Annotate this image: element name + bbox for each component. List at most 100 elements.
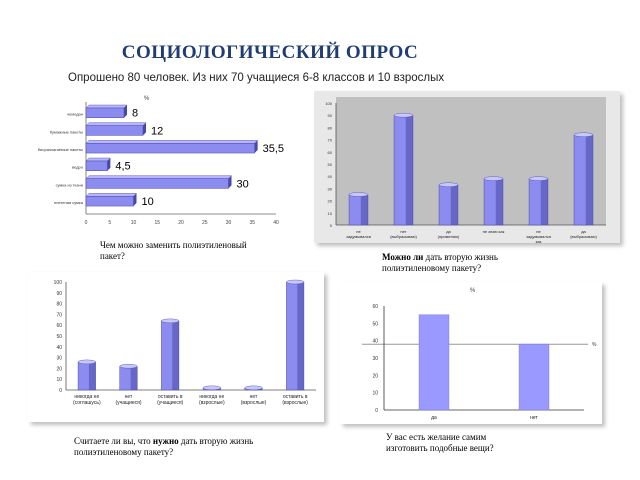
bar bbox=[85, 107, 125, 118]
y-tick-label: 30 bbox=[372, 356, 378, 362]
column-bar-top bbox=[528, 176, 549, 181]
x-tick-label: 15 bbox=[154, 220, 160, 226]
column-bar-shade bbox=[405, 115, 413, 225]
x-tick-label: 20 bbox=[178, 220, 184, 226]
bar-top-face bbox=[85, 104, 128, 109]
bar-value-label: 30 bbox=[237, 178, 249, 190]
bar-side-face bbox=[107, 158, 111, 171]
y-tick-label: 20 bbox=[328, 199, 333, 204]
y-tick-label: 30 bbox=[56, 356, 62, 362]
caption-second-life-possible: Можно ли дать вторую жизнь полиэтиленово… bbox=[382, 252, 542, 274]
second-life-possible-chart: 0 10 20 30 40 50 60 70 80 90 100 не задумывался нет (в… bbox=[314, 91, 620, 243]
y-tick-label: 0 bbox=[59, 388, 62, 394]
bar-side-face bbox=[228, 175, 232, 189]
column-bar-top bbox=[393, 113, 414, 118]
bar-top-face bbox=[85, 122, 147, 126]
y-tick-label: 50 bbox=[328, 162, 333, 167]
category-label: не задумывался bbox=[346, 229, 371, 239]
category-label: оставить в (учащиеся) bbox=[157, 394, 183, 406]
y-tick-label: 40 bbox=[56, 345, 62, 351]
column-bar-top bbox=[77, 359, 96, 365]
bar-value-label: 4,5 bbox=[115, 161, 130, 173]
y-tick-label: 50 bbox=[56, 334, 62, 340]
bar-top-face bbox=[85, 175, 232, 179]
bar-side-face bbox=[124, 105, 127, 118]
y-tick-label: 10 bbox=[328, 211, 333, 216]
category-label: плетеная сумка bbox=[54, 200, 84, 205]
caption-second-life-needed: Считаете ли вы, что нужно дать вторую жи… bbox=[74, 436, 304, 458]
y-tick-label: 10 bbox=[372, 391, 378, 397]
bar-top-face bbox=[85, 140, 259, 144]
category-label: никогда не (взрослые) bbox=[199, 394, 225, 406]
caption-replacement-text: Чем можно заменить полиэтиленовый пакет? bbox=[100, 240, 247, 261]
column-bar-shade bbox=[88, 361, 96, 390]
bar bbox=[85, 160, 108, 171]
y-tick-label: 90 bbox=[56, 291, 62, 297]
bar-side-face bbox=[143, 122, 146, 136]
y-tick-label: 60 bbox=[328, 150, 333, 155]
caption-second-life-needed-post: дать вторую жизнь полиэтиленовому пакету… bbox=[74, 436, 254, 457]
bar bbox=[85, 125, 144, 136]
x-tick-label: 0 bbox=[85, 220, 88, 226]
category-label: оставить в (взрослые) bbox=[282, 394, 308, 406]
category-label: нет (учащиеся) bbox=[115, 394, 141, 406]
chart-header-text: % bbox=[470, 288, 476, 294]
category-label: нет (выбрасываю) bbox=[390, 229, 417, 239]
x-tick-label: 5 bbox=[108, 220, 111, 226]
x-tick-label: 40 bbox=[273, 220, 279, 226]
category-label: никогда не (соглашусь) bbox=[73, 394, 101, 406]
column-bar-top bbox=[483, 176, 504, 181]
x-tick-label: 25 bbox=[202, 220, 208, 226]
chart-header-text: % bbox=[144, 96, 150, 102]
y-tick-label: 100 bbox=[54, 280, 63, 286]
y-tick-label: 80 bbox=[56, 302, 62, 308]
bar-top-face bbox=[85, 157, 111, 162]
bar-value-label: 35,5 bbox=[263, 143, 284, 155]
column-bar-top bbox=[119, 364, 138, 369]
category-label: не задумывался как bbox=[526, 229, 551, 243]
column-bar-top bbox=[348, 192, 369, 197]
column-bar bbox=[418, 314, 450, 411]
y-tick-label: 10 bbox=[56, 377, 62, 383]
category-label: да bbox=[431, 415, 437, 421]
replacement-chart: % 0 5 10 15 20 25 30 35 40 8 чемодан 12 бумажные паке… bbox=[28, 92, 290, 240]
y-tick-label: 70 bbox=[56, 312, 62, 318]
y-tick-label: 40 bbox=[328, 174, 333, 179]
y-tick-label: 40 bbox=[372, 339, 378, 345]
bar-value-label: 8 bbox=[132, 108, 138, 120]
caption-make-yourself: У вас есть желание самим изготовить подо… bbox=[386, 432, 526, 454]
caption-replacement: Чем можно заменить полиэтиленовый пакет? bbox=[100, 240, 250, 262]
caption-second-life-needed-bold: нужно bbox=[152, 436, 179, 446]
y-tick-label: 0 bbox=[330, 223, 333, 228]
category-label: нет (взрослые) bbox=[241, 394, 267, 406]
x-tick-label: 35 bbox=[249, 220, 255, 226]
caption-second-life-possible-bold: Можно ли bbox=[382, 252, 424, 262]
y-tick-label: 50 bbox=[372, 321, 378, 327]
category-label: да (применяю) bbox=[438, 229, 460, 239]
y-tick-label: 0 bbox=[375, 408, 378, 414]
y-tick-label: 100 bbox=[325, 101, 332, 106]
column-bar-top bbox=[438, 182, 459, 187]
category-label: ведро bbox=[72, 165, 84, 170]
category-label: чемодан bbox=[67, 112, 83, 117]
caption-second-life-needed-pre: Считаете ли вы, что bbox=[74, 436, 153, 446]
bar-top-face bbox=[85, 193, 137, 197]
column-bar-shade bbox=[495, 178, 503, 225]
x-tick-label: 10 bbox=[131, 220, 137, 226]
column-bar-shade bbox=[130, 366, 138, 390]
bar bbox=[85, 196, 134, 207]
column-bar-shade bbox=[450, 184, 458, 225]
column-bar-top bbox=[161, 318, 180, 324]
column-bar-shade bbox=[172, 320, 179, 390]
y-tick-label: 30 bbox=[328, 186, 333, 191]
bar-side-face bbox=[254, 140, 258, 154]
legend-label: % bbox=[592, 342, 597, 348]
y-tick-label: 90 bbox=[328, 113, 333, 118]
y-tick-label: 20 bbox=[372, 373, 378, 379]
make-yourself-chart: % 0 10 20 30 40 50 60 да нет% bbox=[340, 282, 602, 424]
y-tick-label: 20 bbox=[56, 366, 62, 372]
column-bar-top bbox=[244, 385, 263, 391]
column-bar-top bbox=[286, 279, 305, 285]
category-label: бумажные пакеты bbox=[50, 129, 83, 134]
column-bar-shade bbox=[585, 134, 593, 225]
